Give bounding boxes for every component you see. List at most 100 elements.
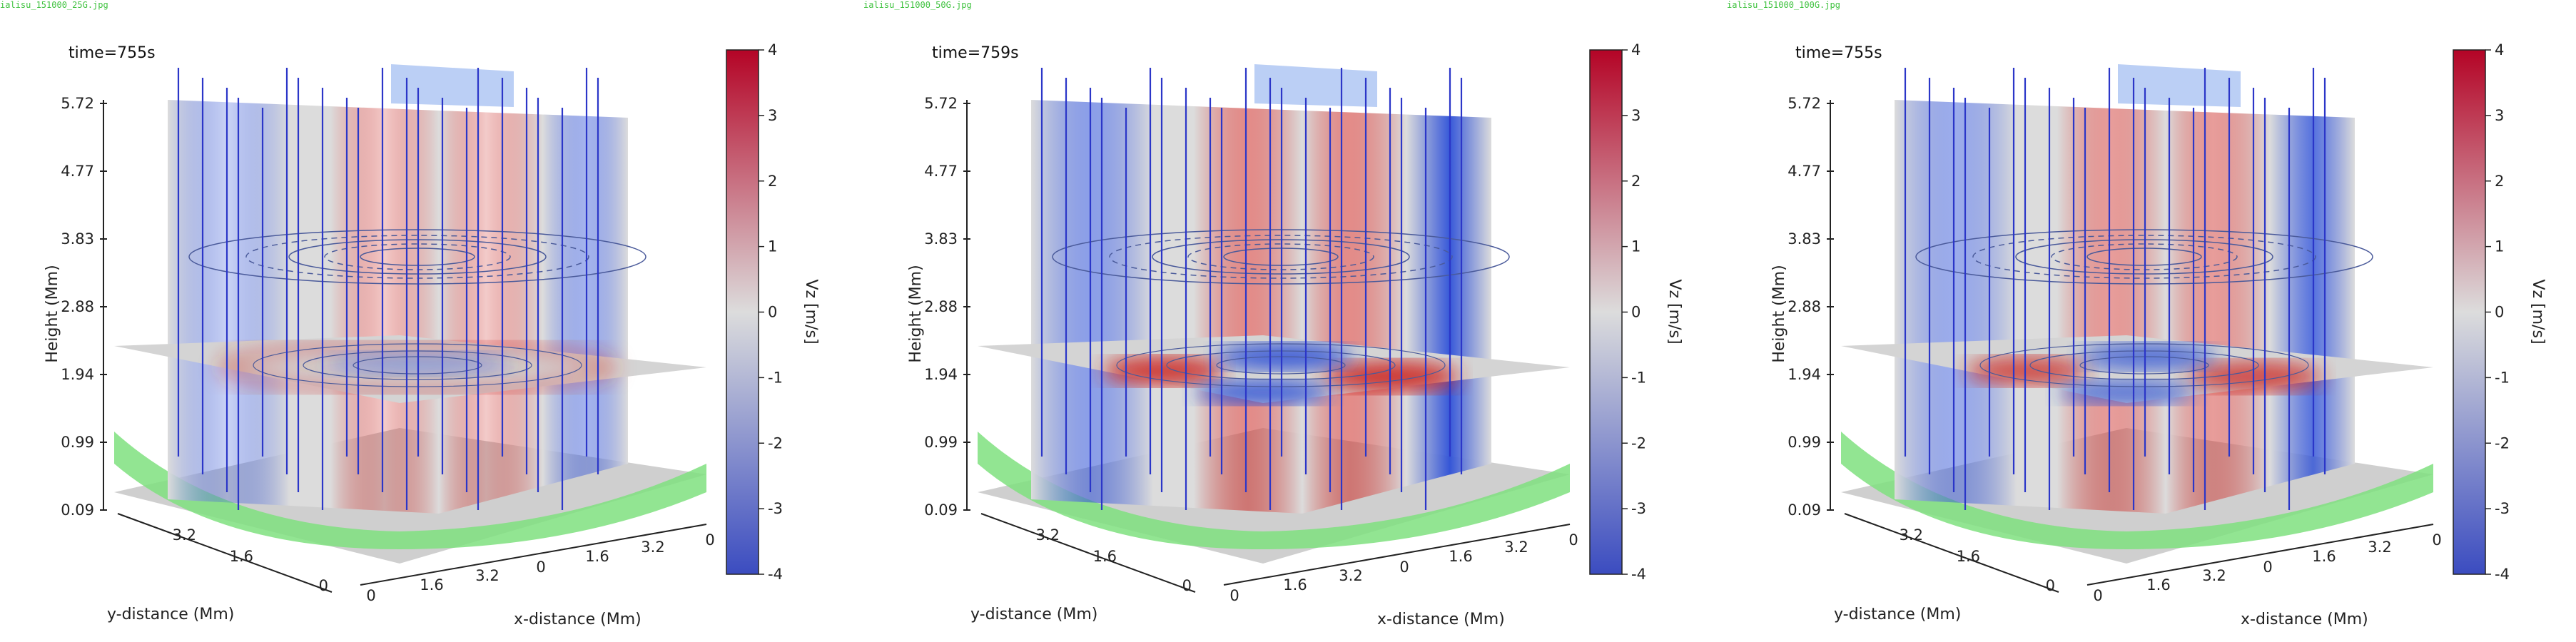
x-tick-label: 1.6 — [1449, 548, 1472, 565]
x-tick-label: 3.2 — [641, 539, 664, 556]
z-tick-label: 3.83 — [924, 230, 958, 248]
magnetic-field-lines — [177, 68, 599, 510]
z-tick-label: 3.83 — [61, 230, 94, 248]
colorbar-label: Vz [m/s] — [2529, 279, 2547, 344]
colorbar-tick-label: -1 — [1631, 369, 1646, 386]
colorbar-tick-label: -3 — [2495, 500, 2510, 517]
x-axis-label: x-distance (Mm) — [514, 611, 642, 628]
y-tick-label: 1.6 — [230, 548, 253, 565]
z-tick-label: 0.09 — [61, 501, 94, 519]
plot-canvas: 5.72 4.77 3.83 2.88 1.94 0.99 0.09 3.2 1.6 0 0 1.6 3… — [1770, 41, 2547, 628]
y-tick-label: 1.6 — [1093, 548, 1117, 565]
vertical-slice-left — [1895, 100, 2166, 514]
colorbar-tick-label: 1 — [1631, 238, 1641, 255]
slice-top-corner — [391, 64, 514, 107]
time-label: time=759s — [932, 44, 1019, 62]
colorbar-tick-label: 2 — [1631, 173, 1641, 190]
slice-top-corner — [2118, 64, 2241, 107]
colorbar-tick-label: 3 — [1631, 107, 1641, 124]
green-isosurface — [114, 432, 706, 549]
x-tick-label: 3.2 — [2368, 539, 2391, 556]
chart-panel: ialisu_151000_50G.jpg time=759s 5.72 4.77 3.… — [863, 0, 1720, 642]
y-tick-label: 0 — [1182, 577, 1192, 594]
z-tick-label: 0.09 — [924, 501, 958, 519]
x-tick-label: 0 — [1399, 559, 1409, 576]
file-name: ialisu_151000_25G.jpg — [0, 0, 108, 10]
x-axis-label: x-distance (Mm) — [1377, 611, 1505, 628]
z-axis-label: Height (Mm) — [907, 265, 925, 362]
colorbar: 4 3 2 1 0 -1 -2 -3 -4 Vz [m/s] — [2453, 41, 2547, 583]
axes: 5.72 4.77 3.83 2.88 1.94 0.99 0.09 3.2 1.6 0 0 1.6 3… — [1770, 95, 2442, 628]
colorbar-tick-label: 2 — [768, 173, 777, 190]
colorbar-tick-label: -2 — [768, 434, 783, 452]
x-tick-label: 0 — [2263, 559, 2272, 576]
colorbar-tick-label: 0 — [2495, 304, 2504, 321]
x-tick-label: 0 — [2432, 531, 2441, 549]
y-axis-label: y-distance (Mm) — [1834, 606, 1961, 623]
z-tick-label: 1.94 — [1788, 366, 1821, 383]
chart-panel: ialisu_151000_25G.jpg time=755s 5.72 4.77 3.… — [0, 0, 856, 642]
axes: 5.72 4.77 3.83 2.88 1.94 0.99 0.09 3.2 1.6 0 0 1.6 3… — [44, 95, 715, 628]
x-tick-label: 0 — [1229, 587, 1239, 604]
y-tick-label: 3.2 — [173, 526, 196, 544]
plot-canvas: 5.72 4.77 3.83 2.88 1.94 0.99 0.09 3.2 1.6 0 0 1.6 3… — [907, 41, 1683, 628]
z-tick-label: 2.88 — [924, 298, 958, 315]
x-tick-label: 1.6 — [2146, 576, 2170, 593]
y-axis-label: y-distance (Mm) — [970, 606, 1097, 623]
colorbar-tick-label: -2 — [2495, 434, 2510, 452]
z-tick-label: 0.99 — [1788, 434, 1821, 451]
z-tick-label: 2.88 — [1788, 298, 1821, 315]
colorbar-tick-label: -1 — [2495, 369, 2510, 386]
colorbar: 4 3 2 1 0 -1 -2 -3 -4 Vz [m/s] — [1589, 41, 1683, 583]
z-tick-label: 5.72 — [1788, 95, 1821, 112]
colorbar-label: Vz [m/s] — [802, 279, 820, 344]
vertical-slice-right — [2166, 111, 2355, 514]
x-tick-label: 0 — [2093, 587, 2102, 604]
x-tick-label: 1.6 — [420, 576, 443, 593]
y-tick-label: 0 — [2046, 577, 2055, 594]
axes: 5.72 4.77 3.83 2.88 1.94 0.99 0.09 3.2 1.6 0 0 1.6 3… — [907, 95, 1578, 628]
colorbar-tick-label: -1 — [768, 369, 783, 386]
z-tick-label: 0.99 — [924, 434, 958, 451]
colorbar-tick-label: 3 — [768, 107, 777, 124]
x-tick-label: 0 — [366, 587, 375, 604]
file-name: ialisu_151000_100G.jpg — [1727, 0, 1840, 10]
z-tick-label: 3.83 — [1788, 230, 1821, 248]
green-isosurface — [978, 432, 1570, 549]
colorbar-label: Vz [m/s] — [1665, 279, 1683, 344]
magnetic-field-lines — [1904, 68, 2326, 510]
vertical-slice-right — [439, 111, 628, 514]
x-tick-label: 3.2 — [1504, 539, 1528, 556]
y-axis-label: y-distance (Mm) — [107, 606, 234, 623]
z-tick-label: 1.94 — [924, 366, 958, 383]
z-tick-label: 1.94 — [61, 366, 94, 383]
colorbar-tick-label: 4 — [768, 41, 777, 58]
green-isosurface — [1841, 432, 2433, 549]
colorbar-tick-label: 1 — [2495, 238, 2504, 255]
z-tick-label: 0.99 — [61, 434, 94, 451]
y-tick-label: 0 — [319, 577, 328, 594]
z-tick-label: 0.09 — [1788, 501, 1821, 519]
colorbar-tick-label: -2 — [1631, 434, 1646, 452]
x-axis-label: x-distance (Mm) — [2241, 611, 2368, 628]
colorbar-tick-label: 1 — [768, 238, 777, 255]
y-tick-label: 1.6 — [1957, 548, 1980, 565]
colorbar-tick-label: 0 — [1631, 304, 1641, 321]
z-tick-label: 4.77 — [61, 163, 94, 180]
x-tick-label: 1.6 — [1283, 576, 1307, 593]
time-label: time=755s — [69, 44, 156, 62]
file-name: ialisu_151000_50G.jpg — [863, 0, 972, 10]
x-tick-label: 0 — [536, 559, 545, 576]
slice-top-corner — [1254, 64, 1377, 107]
x-tick-label: 3.2 — [1339, 567, 1362, 584]
time-label: time=755s — [1795, 44, 1882, 62]
x-tick-label: 3.2 — [475, 567, 499, 584]
magnetic-field-lines — [1040, 68, 1463, 510]
z-tick-label: 2.88 — [61, 298, 94, 315]
z-axis-label: Height (Mm) — [44, 265, 61, 362]
plot-canvas: 5.72 4.77 3.83 2.88 1.94 0.99 0.09 3.2 1.6 0 0 1.6 3… — [44, 41, 820, 628]
vertical-slice-left — [168, 100, 439, 514]
x-tick-label: 0 — [705, 531, 714, 549]
colorbar: 4 3 2 1 0 -1 -2 -3 -4 Vz [m/s] — [726, 41, 820, 583]
z-tick-label: 5.72 — [61, 95, 94, 112]
